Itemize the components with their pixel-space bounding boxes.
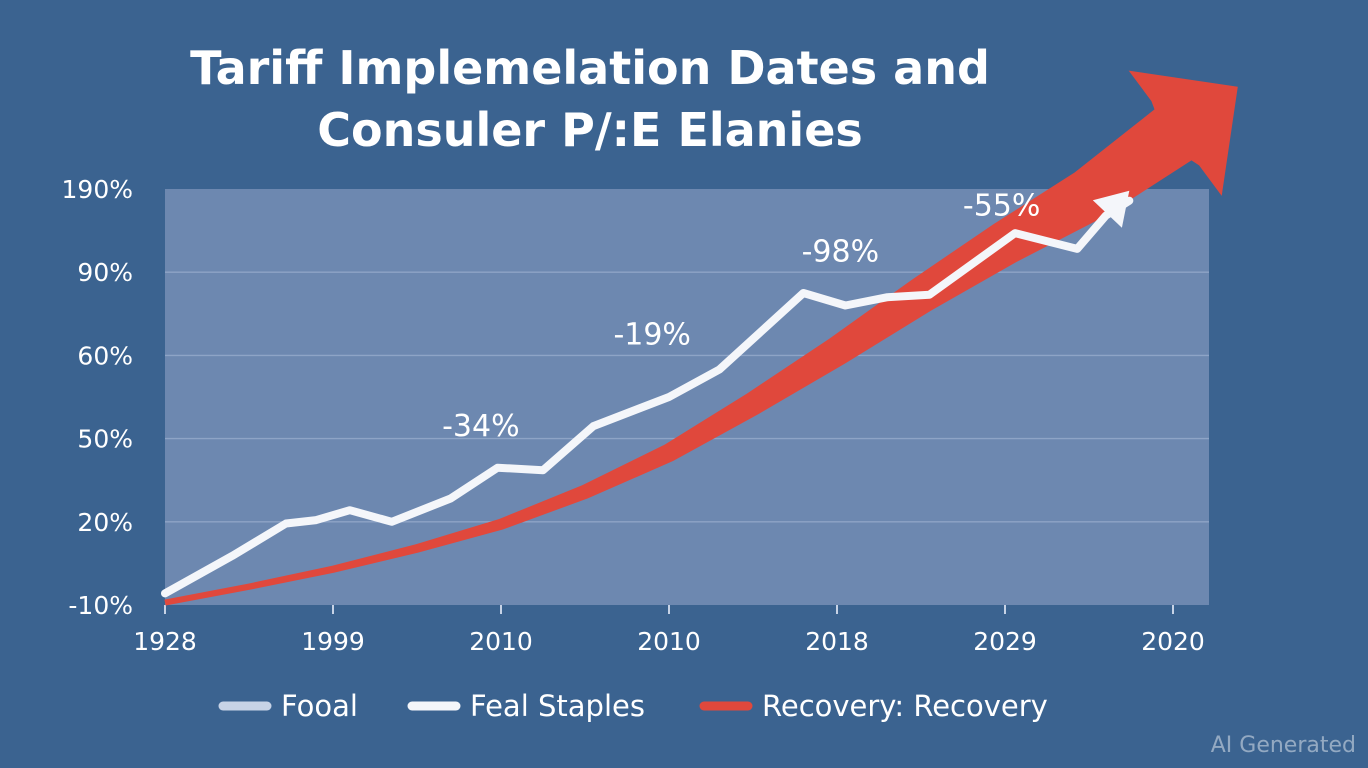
series-lines xyxy=(161,70,1238,606)
watermark-text: AI Generated xyxy=(1210,733,1356,758)
y-tick-label: 60% xyxy=(77,341,133,370)
data-annotations: -34% -19% -98% -55% xyxy=(442,189,1040,444)
legend-label: Recovery: Recovery xyxy=(762,689,1048,723)
legend: Fooal Feal Staples Recovery: Recovery xyxy=(218,689,1048,723)
data-label: -34% xyxy=(442,409,520,444)
chart-title-line-2: Consuler P/:E Elanies xyxy=(317,103,863,157)
x-tick-label: 1999 xyxy=(301,627,365,656)
grid-lines xyxy=(165,271,1209,523)
x-tick-label: 2010 xyxy=(469,627,533,656)
data-label: -55% xyxy=(963,189,1041,224)
x-tick-label: 2020 xyxy=(1141,627,1205,656)
y-tick-label: -10% xyxy=(68,591,133,620)
x-tick-label: 2010 xyxy=(637,627,701,656)
y-tick-label: 20% xyxy=(77,508,133,537)
x-axis-ticks: 1928 1999 2010 2010 2018 2029 2020 xyxy=(133,605,1205,656)
y-axis-ticks: -10% 20% 50% 60% 90% 190% xyxy=(62,175,133,620)
series-foal-staples-arrowhead xyxy=(1092,190,1130,228)
x-tick-label: 1928 xyxy=(133,627,197,656)
y-tick-label: 190% xyxy=(62,175,133,204)
data-label: -19% xyxy=(613,318,691,353)
x-tick-label: 2029 xyxy=(973,627,1037,656)
y-tick-label: 90% xyxy=(77,258,133,287)
legend-label: Fooal xyxy=(281,689,358,723)
data-label: -98% xyxy=(802,234,880,269)
legend-label: Feal Staples xyxy=(470,689,645,723)
y-tick-label: 50% xyxy=(77,425,133,454)
series-foal-staples-line xyxy=(161,196,1134,598)
chart-title-line-1: Tariff Implemelation Dates and xyxy=(190,41,990,95)
x-tick-label: 2018 xyxy=(805,627,869,656)
plot-area xyxy=(165,189,1209,605)
